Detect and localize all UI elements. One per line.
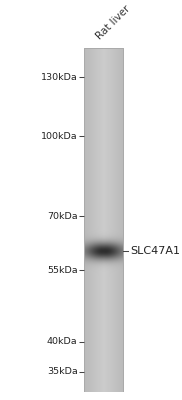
Text: 40kDa: 40kDa — [47, 337, 78, 346]
Text: 55kDa: 55kDa — [47, 266, 78, 275]
Text: 100kDa: 100kDa — [41, 132, 78, 140]
Text: 130kDa: 130kDa — [41, 73, 78, 82]
Text: 35kDa: 35kDa — [47, 367, 78, 376]
Text: 70kDa: 70kDa — [47, 212, 78, 221]
Text: SLC47A1: SLC47A1 — [130, 246, 180, 256]
Text: Rat liver: Rat liver — [95, 3, 132, 41]
Bar — [84, 48, 123, 392]
